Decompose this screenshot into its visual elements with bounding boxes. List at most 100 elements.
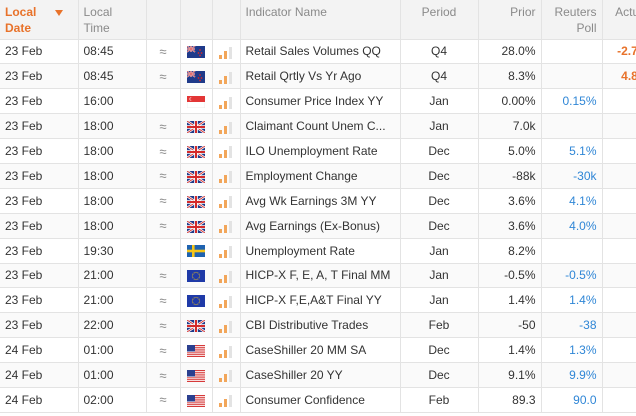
importance-cell <box>212 113 241 140</box>
indicator-name-cell[interactable]: Consumer Price Index YY <box>240 88 401 115</box>
header-reuters-poll[interactable]: Reuters Poll <box>541 0 603 40</box>
table-row[interactable]: 23 Feb 18:00 ≈ Claimant Count Unem C... Jan 7… <box>0 113 636 140</box>
indicator-name-cell[interactable]: Unemployment Rate <box>240 238 401 264</box>
indicator-name-cell[interactable]: HICP-X F,E,A&T Final YY <box>240 287 401 314</box>
time-cell: 01:00 <box>78 337 147 364</box>
approx-icon: ≈ <box>159 267 167 283</box>
indicator-name-cell[interactable]: Claimant Count Unem C... <box>240 113 401 140</box>
reuters-poll-cell <box>541 63 603 90</box>
approx-cell: ≈ <box>146 138 181 164</box>
header-period[interactable]: Period <box>400 0 479 40</box>
sort-desc-icon[interactable] <box>55 9 63 16</box>
period-cell: Dec <box>400 188 479 214</box>
table-row[interactable]: 23 Feb 22:00 ≈ CBI Distributive Trades Feb -5… <box>0 312 636 339</box>
header-local-time-label: Local Time <box>83 5 113 35</box>
indicator-name-cell[interactable]: CBI Distributive Trades <box>240 312 401 339</box>
table-row[interactable]: 24 Feb 02:00 ≈ Consumer Confidence Feb 89.3 90… <box>0 387 636 413</box>
indicator-name-cell[interactable]: HICP-X F, E, A, T Final MM <box>240 263 401 289</box>
indicator-name-cell[interactable]: Retail Qrtly Vs Yr Ago <box>240 63 401 90</box>
time-cell: 18:00 <box>78 138 147 164</box>
reuters-poll-cell: -0.5% <box>541 263 603 289</box>
flag-cell <box>180 213 213 239</box>
actual-cell <box>602 387 636 413</box>
reuters-poll-cell: 1.4% <box>541 287 603 314</box>
time-cell: 08:45 <box>78 63 147 90</box>
date-cell: 23 Feb <box>0 39 79 65</box>
table-row[interactable]: 23 Feb 18:00 ≈ ILO Unemployment Rate Dec 5.0%… <box>0 138 636 164</box>
uk-flag-icon <box>187 119 205 133</box>
period-cell: Jan <box>400 88 479 115</box>
nz-flag-icon <box>187 69 205 84</box>
actual-cell <box>602 287 636 314</box>
indicator-name-cell[interactable]: Employment Change <box>240 163 401 189</box>
header-actual[interactable]: Actual <box>602 0 636 40</box>
eu-flag-icon <box>187 293 205 308</box>
indicator-name-cell[interactable]: CaseShiller 20 MM SA <box>240 337 401 364</box>
table-row[interactable]: 23 Feb 08:45 ≈ Retail Qrtly Vs Yr Ago Q4 8.3%… <box>0 63 636 90</box>
approx-icon: ≈ <box>159 317 167 333</box>
header-poll-label: Reuters Poll <box>554 5 597 35</box>
table-row[interactable]: 24 Feb 01:00 ≈ CaseShiller 20 MM SA Dec 1.4% 1… <box>0 337 636 364</box>
header-flag-col <box>180 0 213 40</box>
period-cell: Q4 <box>400 63 479 90</box>
indicator-name-cell[interactable]: Consumer Confidence <box>240 387 401 413</box>
date-cell: 23 Feb <box>0 88 79 115</box>
table-row[interactable]: 23 Feb 18:00 ≈ Employment Change Dec -88k -30k <box>0 163 636 189</box>
indicator-name-cell[interactable]: Avg Earnings (Ex-Bonus) <box>240 213 401 239</box>
period-cell: Jan <box>400 238 479 264</box>
date-cell: 24 Feb <box>0 362 79 388</box>
flag-cell <box>180 337 213 364</box>
approx-cell: ≈ <box>146 163 181 189</box>
flag-cell <box>180 163 213 189</box>
header-prior-label: Prior <box>510 5 536 19</box>
indicator-name-cell[interactable]: Avg Wk Earnings 3M YY <box>240 188 401 214</box>
reuters-poll-cell: -38 <box>541 312 603 339</box>
indicator-name-cell[interactable]: Retail Sales Volumes QQ <box>240 39 401 65</box>
uk-flag-icon <box>187 144 205 158</box>
table-row[interactable]: 23 Feb 16:00 Consumer Price Index YY Jan 0.0… <box>0 88 636 115</box>
table-row[interactable]: 23 Feb 18:00 ≈ Avg Earnings (Ex-Bonus) Dec 3.… <box>0 213 636 239</box>
date-cell: 23 Feb <box>0 188 79 214</box>
indicator-name-cell[interactable]: CaseShiller 20 YY <box>240 362 401 388</box>
us-flag-icon <box>187 368 205 382</box>
importance-cell <box>212 63 241 90</box>
table-row[interactable]: 23 Feb 19:30 Unemployment Rate Jan 8.2% <box>0 238 636 264</box>
importance-cell <box>212 312 241 339</box>
prior-cell: 89.3 <box>478 387 542 413</box>
time-cell: 02:00 <box>78 387 147 413</box>
header-local-time[interactable]: Local Time <box>78 0 147 40</box>
header-prior[interactable]: Prior <box>478 0 542 40</box>
actual-cell <box>602 138 636 164</box>
approx-icon: ≈ <box>159 342 167 358</box>
table-row[interactable]: 23 Feb 21:00 ≈ HICP-X F, E, A, T Final MM Ja… <box>0 263 636 289</box>
period-cell: Dec <box>400 138 479 164</box>
actual-cell <box>602 188 636 214</box>
prior-cell: 28.0% <box>478 39 542 65</box>
table-row[interactable]: 24 Feb 01:00 ≈ CaseShiller 20 YY Dec 9.1% 9.9% <box>0 362 636 388</box>
table-row[interactable]: 23 Feb 08:45 ≈ Retail Sales Volumes QQ Q4 28.… <box>0 39 636 65</box>
actual-cell <box>602 337 636 364</box>
prior-cell: 8.3% <box>478 63 542 90</box>
approx-cell: ≈ <box>146 387 181 413</box>
header-period-label: Period <box>421 5 457 19</box>
header-indicator-name[interactable]: Indicator Name <box>240 0 401 40</box>
reuters-poll-cell <box>541 113 603 140</box>
date-cell: 23 Feb <box>0 63 79 90</box>
table-row[interactable]: 23 Feb 21:00 ≈ HICP-X F,E,A&T Final YY Jan 1.… <box>0 287 636 314</box>
prior-cell: 3.6% <box>478 188 542 214</box>
header-local-date[interactable]: Local Date <box>0 0 79 40</box>
actual-cell <box>602 238 636 264</box>
actual-cell <box>602 88 636 115</box>
importance-bars-icon <box>219 293 233 308</box>
time-cell: 18:00 <box>78 188 147 214</box>
date-cell: 23 Feb <box>0 287 79 314</box>
importance-cell <box>212 138 241 164</box>
importance-bars-icon <box>219 44 233 59</box>
table-row[interactable]: 23 Feb 18:00 ≈ Avg Wk Earnings 3M YY Dec 3.6%… <box>0 188 636 214</box>
uk-flag-icon <box>187 194 205 208</box>
actual-cell: 4.8% <box>602 63 636 90</box>
approx-icon: ≈ <box>159 43 167 59</box>
indicator-name-cell[interactable]: ILO Unemployment Rate <box>240 138 401 164</box>
reuters-poll-cell <box>541 39 603 65</box>
prior-cell: -0.5% <box>478 263 542 289</box>
